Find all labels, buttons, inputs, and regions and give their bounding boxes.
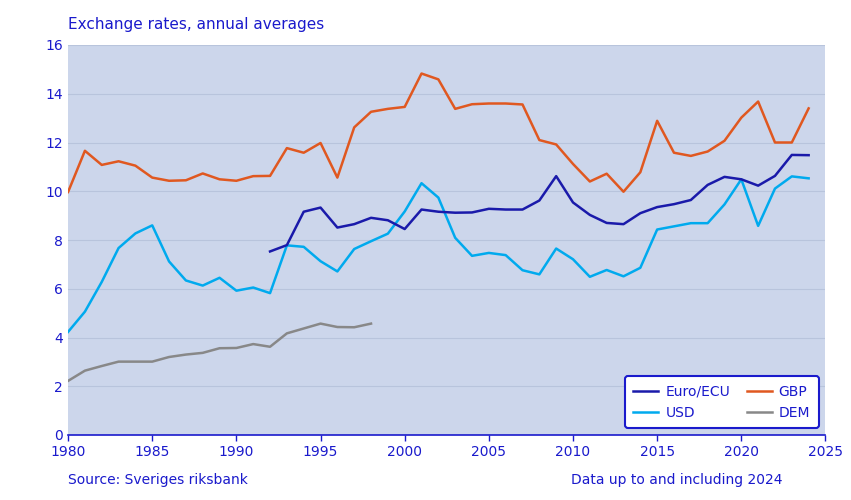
Legend: Euro/ECU, USD, GBP, DEM: Euro/ECU, USD, GBP, DEM xyxy=(625,376,819,428)
Text: Source: Sveriges riksbank: Source: Sveriges riksbank xyxy=(68,473,248,487)
Text: Data up to and including 2024: Data up to and including 2024 xyxy=(571,473,783,487)
Text: Exchange rates, annual averages: Exchange rates, annual averages xyxy=(68,18,324,32)
